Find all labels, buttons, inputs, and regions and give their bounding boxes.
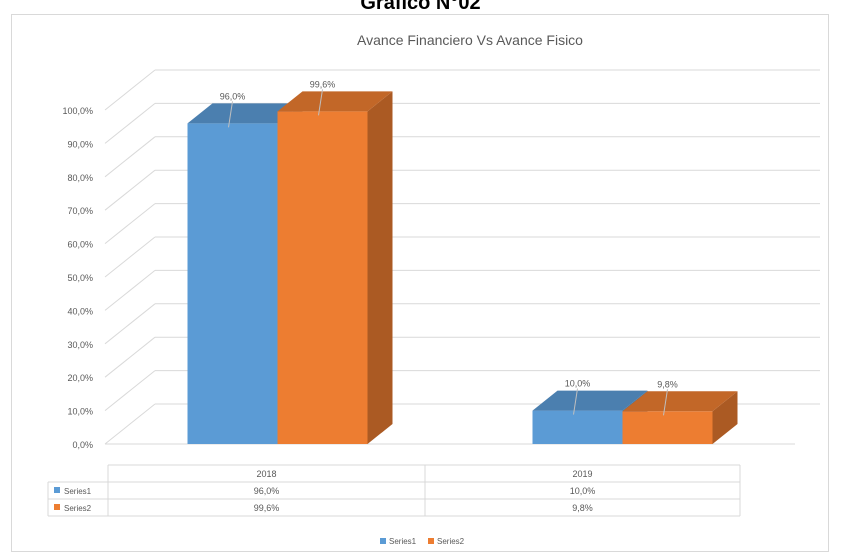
y-tick-label: 90,0%	[67, 139, 93, 149]
gridline-side	[104, 403, 156, 445]
data-label: 9,8%	[657, 379, 678, 389]
y-tick-label: 30,0%	[67, 340, 93, 350]
gridline-side	[104, 69, 156, 111]
bar-front	[532, 410, 623, 444]
bar-side	[367, 91, 393, 444]
legend-label: Series1	[389, 537, 417, 546]
table-header: 2018	[256, 469, 276, 479]
page-title: Grafico N°02	[360, 0, 481, 14]
bar-front	[622, 411, 713, 444]
gridline-side	[104, 303, 156, 345]
y-tick-label: 50,0%	[67, 273, 93, 283]
bar-top	[532, 390, 648, 411]
gridline-side	[104, 103, 156, 144]
chart-title: Avance Financiero Vs Avance Fisico	[357, 32, 583, 48]
bar-front	[187, 123, 278, 445]
data-label: 10,0%	[565, 379, 591, 389]
y-tick-label: 80,0%	[67, 173, 93, 183]
gridline-side	[104, 203, 156, 244]
table-series-name: Series1	[64, 487, 92, 496]
bar-top	[277, 91, 393, 112]
data-label-leader	[573, 388, 578, 415]
table-cell: 9,8%	[572, 503, 593, 513]
bar-top	[622, 391, 738, 412]
gridline-side	[104, 169, 156, 211]
y-tick-label: 40,0%	[67, 306, 93, 316]
y-tick-label: 0,0%	[72, 440, 93, 450]
data-label: 96,0%	[220, 91, 246, 101]
table-series-name: Series2	[64, 504, 92, 513]
chart-area	[11, 14, 829, 552]
gridline-side	[104, 236, 156, 278]
y-tick-label: 60,0%	[67, 240, 93, 250]
data-label-leader	[663, 389, 668, 416]
y-tick-label: 100,0%	[62, 106, 93, 116]
table-cell: 10,0%	[570, 486, 596, 496]
table-cell: 99,6%	[254, 503, 280, 513]
y-tick-label: 10,0%	[67, 407, 93, 417]
gridline-side	[104, 136, 156, 178]
data-label: 99,6%	[310, 79, 336, 89]
bar-front	[277, 111, 368, 444]
table-legend-key	[54, 504, 60, 510]
data-label-leader	[318, 89, 323, 116]
bar-top	[187, 103, 303, 124]
gridline-side	[104, 370, 156, 411]
data-label-leader	[228, 101, 233, 128]
y-tick-label: 20,0%	[67, 373, 93, 383]
legend-label: Series2	[437, 537, 465, 546]
legend-key	[428, 538, 434, 544]
gridline-side	[104, 336, 156, 378]
table-header: 2019	[572, 469, 592, 479]
table-cell: 96,0%	[254, 486, 280, 496]
y-tick-label: 70,0%	[67, 206, 93, 216]
gridline-side	[104, 270, 156, 311]
legend-key	[380, 538, 386, 544]
bar-side	[712, 391, 738, 444]
table-legend-key	[54, 487, 60, 493]
